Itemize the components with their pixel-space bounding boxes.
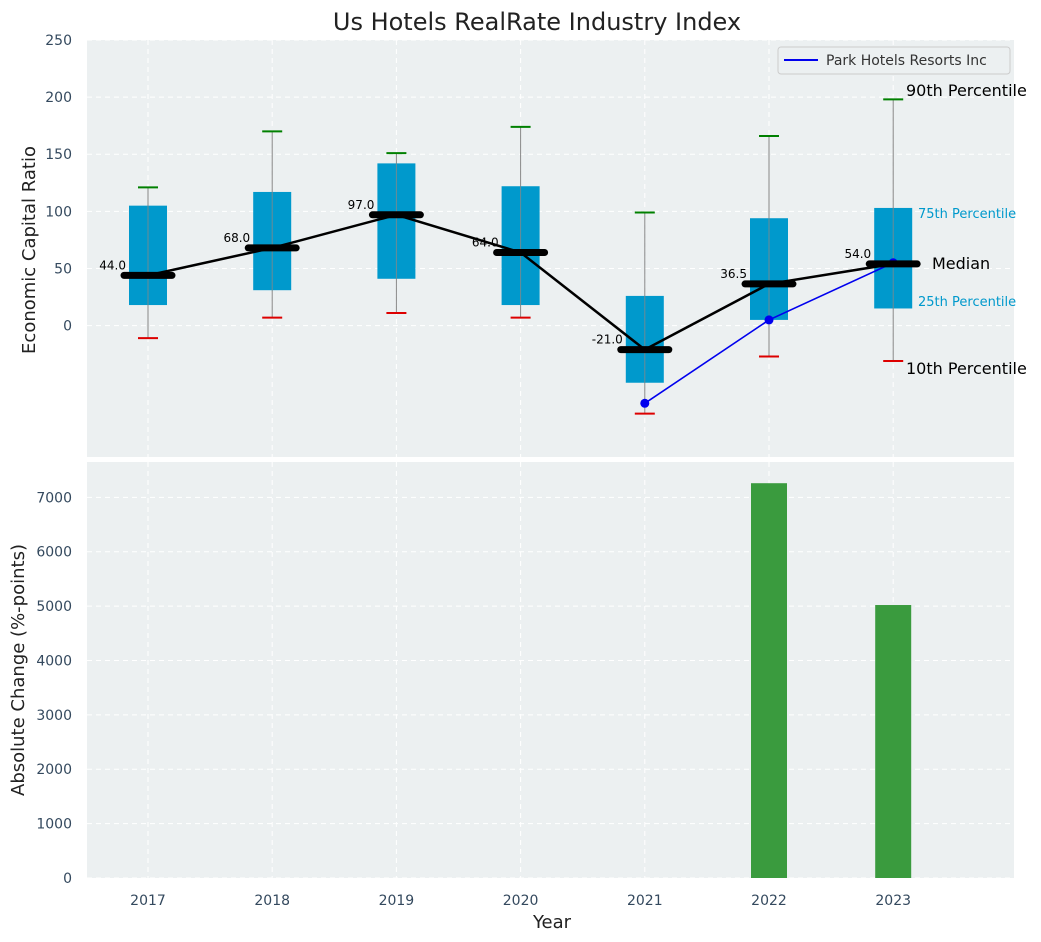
- x-tick-2021: 2021: [627, 893, 663, 909]
- top-y-tick-100: 100: [45, 204, 72, 220]
- company-point-2021: [640, 398, 650, 408]
- top-y-tick-0: 0: [63, 319, 72, 335]
- x-tick-2019: 2019: [379, 893, 415, 909]
- top-panel: 0 50 100 150 200 250 Economic Capital Ratio 4…: [19, 33, 1027, 457]
- chart-title: Us Hotels RealRate Industry Index: [333, 8, 741, 36]
- x-ticks: 2017 2018 2019 2020 2021 2022 2023: [130, 893, 911, 909]
- top-y-axis-label: Economic Capital Ratio: [19, 146, 40, 354]
- legend-label: Park Hotels Resorts Inc: [826, 53, 987, 69]
- top-y-tick-150: 150: [45, 147, 72, 163]
- median-label-2019: 97.0: [348, 198, 375, 212]
- company-point-2022: [764, 315, 774, 325]
- bottom-y-tick-1000: 1000: [36, 817, 72, 833]
- bottom-y-tick-5000: 5000: [36, 599, 72, 615]
- annotation-p25: 25th Percentile: [918, 295, 1016, 310]
- top-annotations: 90th Percentile 75th Percentile Median 2…: [906, 81, 1027, 378]
- top-marks: 44.0 68.0 97.0 64.0 -21.0 36.5 54.0: [99, 98, 921, 415]
- x-tick-2022: 2022: [751, 893, 787, 909]
- x-tick-2018: 2018: [254, 893, 290, 909]
- annotation-p75: 75th Percentile: [918, 207, 1016, 222]
- legend-box: [777, 46, 1011, 75]
- x-tick-2023: 2023: [875, 893, 911, 909]
- top-y-tick-250: 250: [45, 33, 72, 49]
- median-label-2018: 68.0: [223, 231, 250, 245]
- bottom-grid: [87, 462, 1014, 879]
- bottom-y-tick-4000: 4000: [36, 653, 72, 669]
- bottom-y-tick-6000: 6000: [36, 545, 72, 561]
- top-y-ticks: 0 50 100 150 200 250: [45, 33, 72, 335]
- x-axis-label: Year: [532, 912, 572, 933]
- x-tick-2017: 2017: [130, 893, 166, 909]
- bottom-y-tick-0: 0: [63, 871, 72, 887]
- top-y-tick-50: 50: [54, 261, 72, 277]
- bottom-y-axis-label: Absolute Change (%-points): [8, 544, 29, 796]
- bottom-y-tick-3000: 3000: [36, 708, 72, 724]
- bar-2023: [875, 605, 912, 878]
- legend: Park Hotels Resorts Inc: [777, 46, 1011, 75]
- median-label-2017: 44.0: [99, 258, 126, 272]
- bottom-y-ticks: 0 1000 2000 3000 4000 5000 6000 7000: [36, 490, 72, 887]
- median-label-2020: 64.0: [472, 235, 499, 249]
- median-label-2022: 36.5: [720, 267, 747, 281]
- bar-2022: [751, 483, 787, 878]
- annotation-p90: 90th Percentile: [906, 81, 1027, 100]
- median-label-2021: -21.0: [592, 333, 623, 347]
- x-tick-2020: 2020: [503, 893, 539, 909]
- annotation-p10: 10th Percentile: [906, 359, 1027, 378]
- top-y-tick-200: 200: [45, 90, 72, 106]
- bottom-y-tick-2000: 2000: [36, 762, 72, 778]
- bottom-y-tick-7000: 7000: [36, 490, 72, 506]
- top-panel-background: [87, 40, 1014, 457]
- median-label-2023: 54.0: [844, 247, 871, 261]
- bottom-bars: [751, 483, 912, 878]
- annotation-median: Median: [932, 254, 990, 273]
- bottom-panel-background: [87, 462, 1014, 878]
